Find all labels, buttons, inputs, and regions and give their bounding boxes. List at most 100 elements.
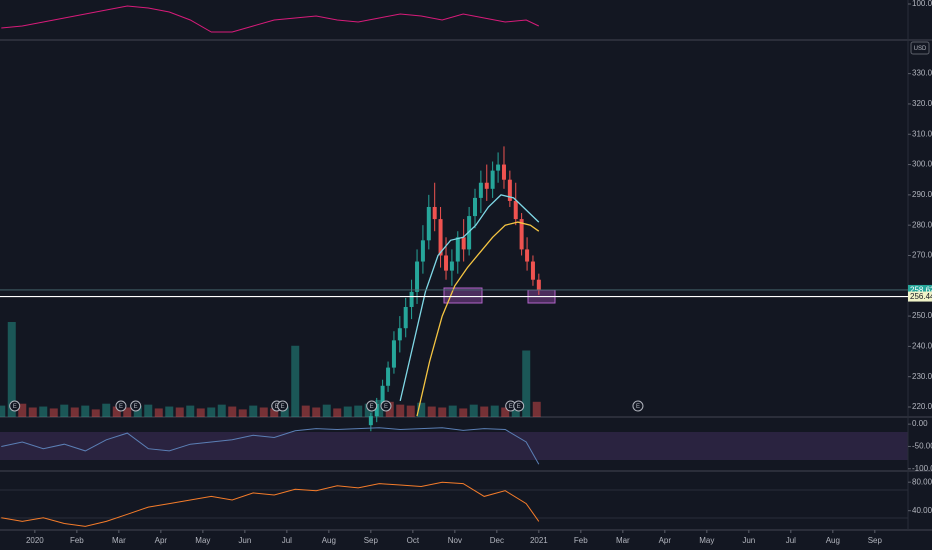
volume-bar [165,406,174,417]
volume-bar [270,408,279,417]
candle-body [374,403,379,417]
y-tick-label: 330.00 [912,69,932,78]
y-tick-label: 100.00 [912,0,932,8]
candle-body [449,261,454,271]
x-tick-label: Jun [238,536,251,545]
candle-body [438,219,443,256]
x-tick-label: Sep [364,536,379,545]
indicator-line [1,481,540,527]
volume-bar [438,407,447,417]
volume-bar [70,407,79,417]
y-tick-label: 80.00 [912,477,932,486]
event-marker [366,400,378,412]
candle-body [536,279,541,290]
volume-bar [333,408,342,417]
candle-body [391,340,396,368]
volume-bar [249,405,258,417]
volume-bar [0,405,6,417]
volume-bar [18,403,27,417]
event-label: E [119,404,123,410]
x-tick-label: Sep [868,536,883,545]
volume-bar [207,407,216,417]
volume-bar [186,405,195,417]
currency-box [910,41,930,55]
event-label: E [370,404,374,410]
candle-body [409,291,414,307]
candle-body [507,179,512,201]
event-label: E [384,404,388,410]
volume-bar [217,404,226,417]
event-label: E [281,404,285,410]
price-tag [908,291,932,302]
x-tick-label: Jul [282,536,292,545]
y-tick-label: 40.00 [912,506,932,515]
volume-bar [7,322,16,417]
volume-bar [490,405,499,417]
candle-body [472,197,477,217]
y-tick-label: 250.00 [912,311,932,320]
candle-body [415,261,420,292]
rsi-band [0,432,908,460]
y-tick-label: 280.00 [912,220,932,229]
candle-body [455,237,460,262]
candle-body [519,219,524,250]
volume-bar [448,405,457,417]
event-label: E [636,404,640,410]
volume-bar [228,406,237,417]
volume-bar [39,406,48,417]
indicator-line [1,5,540,33]
y-tick-label: 230.00 [912,372,932,381]
event-marker [9,400,21,412]
candle-body [490,170,495,189]
y-tick-label: 320.00 [912,99,932,108]
y-tick-label: -100.00 [912,464,932,473]
zone-box [443,287,483,304]
candle-body [496,164,501,171]
volume-bar [501,407,510,417]
volume-bar [396,404,405,417]
volume-bar [480,406,489,417]
price-tag [908,284,932,295]
event-label: E [517,404,521,410]
event-marker [513,400,525,412]
volume-bar [469,404,478,417]
x-tick-label: Dec [490,536,504,545]
candle-body [380,385,385,404]
panel-separators [0,0,932,531]
volume-bar [175,407,184,417]
volume-bar [354,405,363,417]
volume-bar [238,409,247,417]
volume-bar [417,402,426,417]
volume-bar [123,407,132,417]
x-tick-label: May [699,536,714,545]
volume-bar [301,405,310,417]
volume-bar [375,399,384,417]
volume-bar [154,408,163,417]
event-marker [115,400,127,412]
candle-body [461,237,466,250]
volume-bar [459,408,468,417]
volume-bar [259,407,268,417]
x-tick-label: Jun [742,536,755,545]
price-label: 258.62 [910,286,932,295]
y-tick-label: 300.00 [912,160,932,169]
volume-bar [28,407,37,417]
candle-body [368,416,373,426]
volume-bar [60,404,69,417]
candle-body [525,249,530,262]
x-tick-label: Apr [659,536,672,545]
y-tick-label: 310.00 [912,129,932,138]
y-tick-label: -50.00 [912,442,932,451]
volume-bar [133,405,142,417]
y-tick-label: 0.00 [912,419,928,428]
x-tick-label: Jul [786,536,796,545]
candle-body [478,182,483,198]
volume-bar [102,403,111,417]
candle-body [501,164,506,180]
x-tick-label: Apr [155,536,168,545]
y-tick-label: 290.00 [912,190,932,199]
volume-bar [322,404,331,417]
candle-body [426,206,431,241]
